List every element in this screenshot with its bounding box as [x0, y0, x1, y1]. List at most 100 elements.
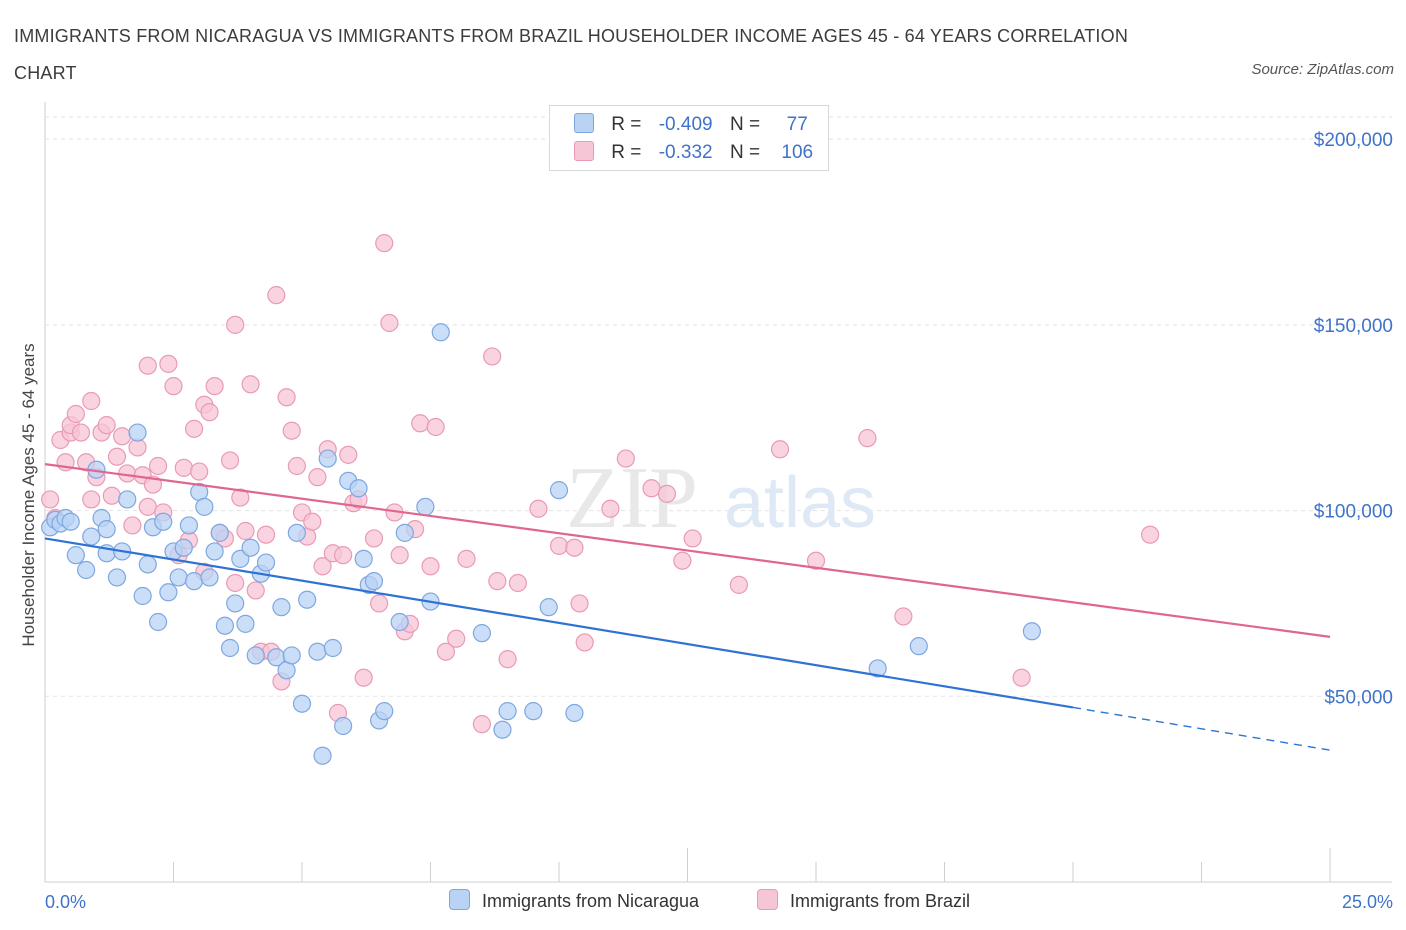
brazil-point [241, 375, 260, 394]
nicaragua-point [77, 560, 96, 580]
nicaragua-point [909, 637, 928, 656]
nicaragua-point [148, 612, 168, 632]
nicaragua-point [174, 538, 193, 557]
nicaragua-point [498, 702, 517, 721]
brazil-point [380, 313, 399, 333]
nicaragua-point [200, 568, 219, 587]
brazil-point [334, 546, 353, 565]
nicaragua-point [287, 523, 306, 542]
brazil-point [112, 427, 132, 446]
brazil-point [570, 594, 589, 613]
legend-n-label: N = [729, 142, 761, 163]
x-tick-label-min: 0.0% [45, 892, 86, 912]
legend-n-value: 77 [786, 114, 808, 135]
nicaragua-trend-extension [1072, 706, 1331, 751]
brazil-point [220, 451, 240, 470]
nicaragua-point [246, 646, 265, 665]
brazil-point [375, 234, 394, 253]
nicaragua-point [416, 497, 435, 516]
brazil-point [411, 414, 430, 433]
nicaragua-point [431, 323, 450, 342]
brazil-point [1140, 525, 1160, 544]
brazil-point [806, 551, 826, 570]
legend-row-nicaragua: R = -0.409 N = 77 [574, 113, 819, 137]
nicaragua-point [375, 702, 394, 721]
gridlines [45, 116, 1392, 697]
brazil-point [282, 421, 301, 440]
legend-row-brazil: R = -0.332 N = 106 [574, 141, 819, 165]
nicaragua-point [334, 716, 353, 736]
legend-r-value: -0.332 [658, 142, 713, 163]
brazil-point [683, 529, 702, 548]
nicaragua-point [318, 449, 337, 468]
bottom-legend-brazil: Immigrants from Brazil [757, 889, 970, 912]
nicaragua-point [256, 553, 276, 572]
brazil-point [601, 499, 620, 518]
nicaragua-point [159, 583, 178, 602]
brazil-point [894, 607, 913, 626]
nicaragua-point [272, 598, 291, 617]
trend-lines [44, 463, 1331, 751]
legend-r-label: R = [611, 114, 642, 135]
brazil-point [41, 490, 60, 509]
brazil-point [313, 557, 332, 576]
brazil-point [102, 486, 121, 505]
brazil-point [549, 536, 569, 555]
brazil-point [436, 642, 456, 661]
brazil-point [267, 286, 286, 305]
nicaragua-point [138, 555, 157, 574]
legend-n-label: N = [729, 114, 761, 135]
brazil-point [508, 573, 527, 593]
brazil-point [390, 546, 409, 565]
brazil-point [729, 575, 749, 594]
nicaragua-point [313, 746, 332, 765]
brazil-point [354, 668, 373, 687]
brazil-point [529, 499, 548, 518]
brazil-point [138, 356, 157, 375]
brazil-point [616, 449, 635, 468]
brazil-point [565, 538, 584, 557]
brazil-point [457, 549, 476, 568]
nicaragua-point [195, 497, 214, 516]
nicaragua-point [364, 572, 384, 591]
nicaragua-point [226, 594, 245, 613]
brazil-point [82, 490, 101, 509]
watermark-zip: ZIP [566, 450, 698, 547]
y-tick-labels: $50,000 $100,000 $150,000 $200,000 [1314, 130, 1393, 708]
nicaragua-point [349, 479, 368, 498]
bottom-legend-nicaragua: Immigrants from Nicaragua [449, 889, 699, 912]
nicaragua-point [472, 624, 491, 643]
brazil-point [483, 347, 502, 366]
brazil-point [256, 525, 276, 544]
nicaragua-legend-label: Immigrants from Nicaragua [482, 891, 700, 911]
brazil-point [575, 633, 594, 652]
brazil-point [138, 497, 157, 516]
nicaragua-point [205, 542, 224, 561]
y-tick-label: $150,000 [1314, 316, 1393, 337]
brazil-point [447, 629, 466, 648]
nicaragua-point [184, 572, 204, 591]
legend-r-label: R = [611, 142, 642, 163]
brazil-point [164, 377, 183, 396]
nicaragua-point [169, 568, 188, 587]
nicaragua-point [154, 512, 173, 531]
nicaragua-point [395, 523, 414, 542]
nicaragua-point [549, 481, 569, 500]
nicaragua-point [128, 423, 147, 442]
nicaragua-point [282, 646, 301, 665]
nicaragua-point [323, 638, 342, 658]
brazil-point [472, 715, 491, 734]
brazil-point [339, 445, 358, 464]
brazil-point [370, 594, 389, 613]
chart-title: IMMIGRANTS FROM NICARAGUA VS IMMIGRANTS … [14, 26, 1129, 83]
brazil-point [231, 488, 250, 507]
brazil-point [770, 440, 790, 459]
brazil-point [97, 416, 116, 435]
brazil-point [488, 572, 507, 591]
source-label: Source: ZipAtlas.com [1251, 61, 1394, 78]
brazil-point [236, 521, 255, 541]
nicaragua-point [298, 590, 317, 609]
nicaragua-point [210, 523, 229, 542]
legend-r-value: -0.409 [658, 114, 713, 135]
